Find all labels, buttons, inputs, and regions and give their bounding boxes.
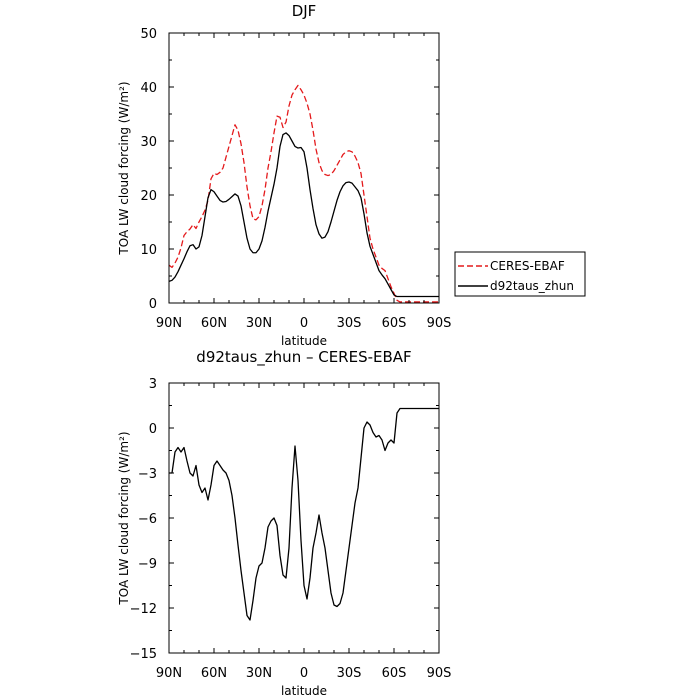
legend-box <box>454 251 586 297</box>
top-plot-area <box>168 84 439 303</box>
x-tick-label: 0 <box>300 666 308 681</box>
top-chart-title: DJF <box>292 2 317 20</box>
bottom-chart-title: d92taus_zhun – CERES-EBAF <box>196 348 411 367</box>
y-tick-label: 0 <box>149 297 157 312</box>
legend-label-model: d92taus_zhun <box>490 279 574 293</box>
y-tick-label: −9 <box>138 557 157 572</box>
x-tick-label: 0 <box>300 316 308 331</box>
top-x-axis-title: latitude <box>281 334 327 348</box>
y-tick-label: 0 <box>149 422 157 437</box>
y-tick-label: −15 <box>130 647 157 662</box>
x-tick-label: 90N <box>156 666 182 681</box>
bottom-x-axis-title: latitude <box>281 684 327 698</box>
series-line-ceres-ebaf <box>168 84 439 303</box>
y-tick-label: 10 <box>140 243 157 258</box>
x-tick-label: 30S <box>337 666 362 681</box>
x-tick-label: 90S <box>427 666 452 681</box>
legend: CERES-EBAF d92taus_zhun <box>454 251 586 297</box>
y-tick-label: 30 <box>140 135 157 150</box>
top-x-axis: 90N 60N 30N 0 30S 60S 90S <box>156 33 452 331</box>
bottom-y-axis: 3 0 −3 −6 −9 −12 −15 <box>130 377 439 662</box>
x-tick-label: 60N <box>201 316 227 331</box>
x-tick-label: 30N <box>246 316 272 331</box>
top-y-axis: 0 10 20 30 40 50 <box>140 27 439 312</box>
y-tick-label: −3 <box>138 467 157 482</box>
y-tick-label: 3 <box>149 377 157 392</box>
series-line-d92taus-zhun <box>168 132 439 298</box>
x-tick-label: 60N <box>201 666 227 681</box>
x-tick-label: 60S <box>382 666 407 681</box>
x-tick-label: 30N <box>246 666 272 681</box>
y-tick-label: 40 <box>140 81 157 96</box>
bottom-x-axis: 90N 60N 30N 0 30S 60S 90S <box>156 383 452 681</box>
x-tick-label: 30S <box>337 316 362 331</box>
bottom-chart: d92taus_zhun – CERES-EBAF 90N 60N 30N 0 30S 6… <box>117 348 451 698</box>
y-tick-label: 50 <box>140 27 157 42</box>
x-tick-label: 90S <box>427 316 452 331</box>
top-y-axis-title: TOA LW cloud forcing (W/m²) <box>117 81 131 255</box>
legend-label-ceres: CERES-EBAF <box>490 259 565 273</box>
series-line-1-0 <box>169 407 439 621</box>
top-plot-frame <box>168 32 440 304</box>
bottom-plot-frame <box>168 382 440 654</box>
bottom-plot-area <box>169 407 439 621</box>
y-tick-label: −12 <box>130 602 157 617</box>
y-tick-label: 20 <box>140 189 157 204</box>
x-tick-label: 60S <box>382 316 407 331</box>
bottom-y-axis-title: TOA LW cloud forcing (W/m²) <box>117 431 131 605</box>
y-tick-label: −6 <box>138 512 157 527</box>
x-tick-label: 90N <box>156 316 182 331</box>
top-chart: DJF 90N 60N 30N 0 30S 60S 90S 0 10 20 30 40 50 lati… <box>117 2 586 348</box>
